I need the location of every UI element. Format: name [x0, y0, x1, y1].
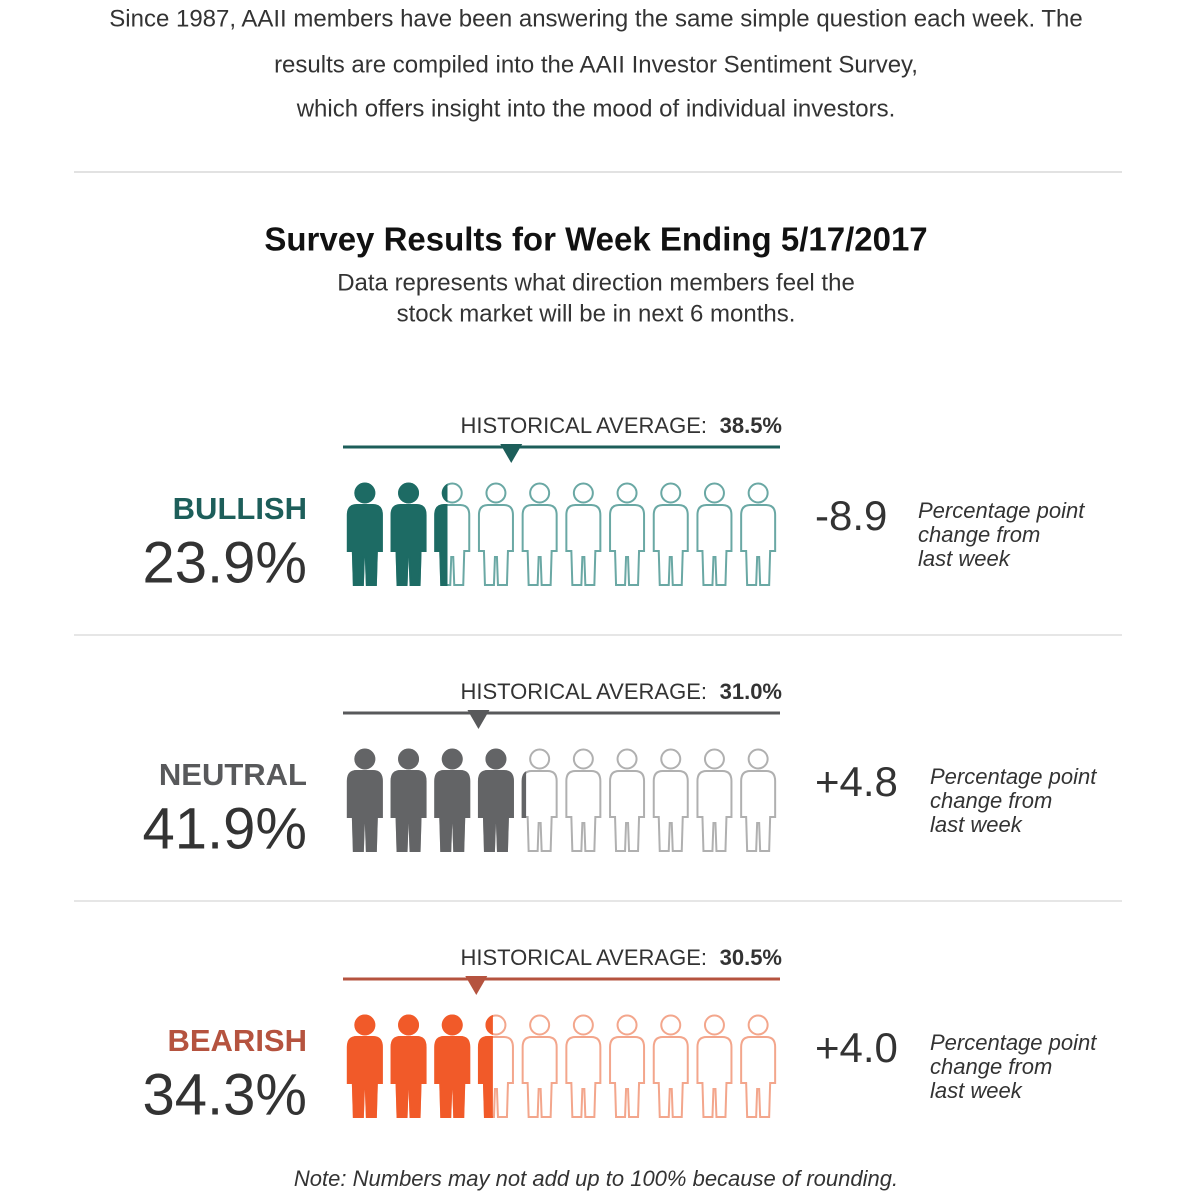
intro-line: results are compiled into the AAII Inves… [274, 51, 918, 78]
category-name: BULLISH [173, 491, 307, 526]
change-note: Percentage point [918, 498, 1085, 523]
change-note: change from [918, 522, 1040, 547]
title: Survey Results for Week Ending 5/17/2017 [264, 221, 927, 258]
change-note: change from [930, 1054, 1052, 1079]
category-value: 41.9% [143, 796, 307, 861]
average-value: 38.5% [720, 413, 782, 438]
average-marker [467, 710, 490, 729]
intro-line: Since 1987, AAII members have been answe… [109, 5, 1082, 32]
category-value: 23.9% [143, 530, 307, 595]
average-marker [500, 444, 523, 463]
change-note: last week [930, 1078, 1023, 1103]
subtitle: Data represents what direction members f… [337, 269, 855, 296]
icons-filled [346, 1014, 493, 1118]
change-note: change from [930, 788, 1052, 813]
change-value: +4.8 [815, 758, 898, 805]
average-marker [465, 976, 488, 995]
change-note: last week [930, 812, 1023, 837]
icons-filled [346, 748, 527, 852]
intro-line: which offers insight into the mood of in… [296, 95, 896, 122]
change-value: +4.0 [815, 1024, 898, 1071]
average-label: HISTORICAL AVERAGE: [460, 413, 707, 438]
change-note: last week [918, 546, 1011, 571]
change-note: Percentage point [930, 1030, 1097, 1055]
icons-filled [346, 482, 448, 586]
category-name: BEARISH [167, 1023, 307, 1058]
average-label: HISTORICAL AVERAGE: [460, 945, 707, 970]
change-note: Percentage point [930, 764, 1097, 789]
category-value: 34.3% [143, 1062, 307, 1127]
average-label: HISTORICAL AVERAGE: [460, 679, 707, 704]
note: Note: Numbers may not add up to 100% bec… [294, 1166, 898, 1191]
average-value: 31.0% [720, 679, 782, 704]
average-value: 30.5% [720, 945, 782, 970]
change-value: -8.9 [815, 492, 887, 539]
category-name: NEUTRAL [159, 757, 307, 792]
subtitle: stock market will be in next 6 months. [397, 300, 796, 327]
